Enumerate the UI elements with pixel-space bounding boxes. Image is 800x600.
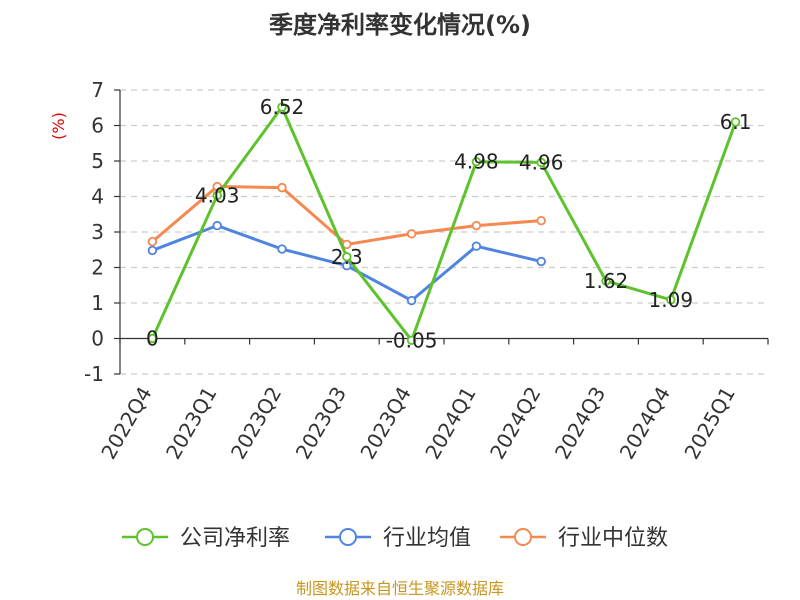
data-labels: 0 4.03 6.52 2.3 -0.05 4.98 4.96 1.62 1.09 6.1 <box>146 95 751 352</box>
x-tick-label: 2023Q4 <box>355 383 415 464</box>
data-point <box>212 220 222 231</box>
data-point <box>666 295 676 305</box>
y-tick-label: 3 <box>91 220 104 244</box>
legend-marker <box>339 528 357 546</box>
x-tick-label: 2022Q4 <box>96 383 156 464</box>
legend[interactable]: 公司净利率 行业均值 行业中位数 <box>122 526 668 551</box>
data-label: 6.52 <box>260 95 305 119</box>
y-tick-label: 6 <box>91 114 104 138</box>
legend-label: 行业中位数 <box>558 526 668 551</box>
data-label: 4.96 <box>519 150 564 174</box>
y-axis-unit-label: (%) <box>49 112 68 140</box>
data-point <box>277 182 287 193</box>
data-point <box>406 335 417 345</box>
data-label: -0.05 <box>386 328 438 352</box>
y-tick-label: 2 <box>91 256 104 280</box>
y-tick-label: 0 <box>91 327 104 351</box>
grid <box>120 89 768 375</box>
source-note: 制图数据来自恒生聚源数据库 <box>296 579 504 598</box>
legend-label: 公司净利率 <box>180 526 290 551</box>
data-point <box>536 256 546 267</box>
x-tick-label: 2024Q4 <box>615 383 675 464</box>
series-line <box>151 105 738 342</box>
legend-label: 行业均值 <box>383 526 471 551</box>
data-label: 4.98 <box>454 150 499 174</box>
data-point <box>471 241 482 251</box>
legend-item[interactable]: 行业均值 <box>325 526 471 551</box>
data-point <box>212 181 222 192</box>
series <box>147 102 741 345</box>
x-tick-label: 2025Q1 <box>679 383 739 464</box>
data-point <box>730 117 741 127</box>
data-point <box>406 295 417 306</box>
y-tick-label: -1 <box>84 362 104 386</box>
data-point <box>147 236 158 247</box>
y-tick-label: 1 <box>91 291 104 315</box>
data-point <box>536 157 546 168</box>
data-label: 6.1 <box>720 110 752 134</box>
data-point <box>212 190 222 201</box>
legend-item[interactable]: 公司净利率 <box>122 526 290 551</box>
y-tick-label: 7 <box>91 78 104 102</box>
y-tick-label: 4 <box>91 185 104 209</box>
data-point <box>147 245 158 256</box>
data-point <box>471 220 482 231</box>
data-label: 4.03 <box>195 183 240 207</box>
data-point <box>277 102 287 112</box>
data-point <box>147 333 158 344</box>
data-point <box>342 261 352 271</box>
legend-marker <box>136 528 154 546</box>
x-tick-label: 2024Q1 <box>420 383 480 464</box>
data-label: 1.09 <box>649 288 694 312</box>
data-label: 1.62 <box>584 269 629 293</box>
legend-item[interactable]: 行业中位数 <box>500 526 668 551</box>
x-tick-label: 2023Q3 <box>291 383 351 464</box>
data-point <box>536 215 546 226</box>
data-point <box>471 157 482 167</box>
data-label: 2.3 <box>331 245 363 269</box>
data-point <box>406 229 417 239</box>
x-tick-label: 2023Q1 <box>161 383 221 464</box>
legend-marker <box>514 528 532 546</box>
x-tick-label: 2024Q2 <box>485 383 545 464</box>
data-point <box>342 252 352 262</box>
y-tick-label: 5 <box>91 149 104 173</box>
x-tick-label: 2023Q2 <box>226 383 286 464</box>
x-tick-label: 2024Q3 <box>550 383 610 464</box>
data-label: 0 <box>146 327 159 351</box>
chart-title: 季度净利率变化情况(%) <box>269 11 531 39</box>
data-point <box>601 276 611 286</box>
data-point <box>277 244 287 254</box>
axes: -1 0 1 2 3 4 5 6 7 2022Q4 2023Q1 2023Q2 2023Q3 2023Q4… <box>84 78 769 464</box>
